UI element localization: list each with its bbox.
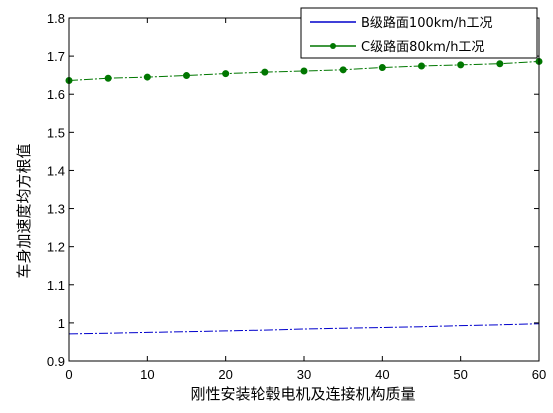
x-tick-label: 40 — [375, 367, 389, 382]
x-tick-label: 30 — [297, 367, 311, 382]
y-tick-label: 1.2 — [47, 240, 65, 255]
y-tick-label: 1.3 — [47, 202, 65, 217]
series-2-point — [496, 60, 504, 68]
series-2-point — [300, 67, 308, 75]
y-tick-label: 1.8 — [47, 11, 65, 26]
series-2-point — [261, 68, 269, 76]
series-2-point — [222, 70, 230, 78]
series-2-point — [104, 74, 112, 82]
series-2-point — [143, 73, 151, 81]
series-2-point — [378, 64, 386, 72]
y-tick-label: 1.5 — [47, 125, 65, 140]
x-axis-label: 刚性安装轮毂电机及连接机构质量 — [190, 385, 415, 403]
ticks: 0 10 20 30 40 50 60 0.9 1 1.1 1.2 1.3 1.4 1.5 1.6 1.7 1.… — [47, 11, 546, 382]
x-tick-label: 20 — [218, 367, 232, 382]
series-2-point — [418, 62, 425, 70]
y-tick-label: 1.7 — [47, 49, 65, 64]
series-2-point — [339, 66, 347, 74]
legend-box — [300, 7, 538, 59]
y-tick-label: 0.9 — [47, 354, 65, 369]
y-axis-label: 车身加速度均方根值 — [15, 143, 33, 278]
y-tick-label: 1 — [58, 316, 65, 331]
series-2-point — [183, 72, 190, 80]
legend-marker-2 — [330, 43, 336, 49]
y-tick-label: 1.6 — [47, 87, 65, 102]
series-2-point — [457, 61, 465, 69]
series-line-1 — [68, 323, 540, 335]
plot-lines — [65, 57, 543, 335]
y-tick-label: 1.4 — [47, 163, 65, 178]
x-tick-label: 10 — [140, 367, 154, 382]
x-tick-label: 50 — [453, 367, 467, 382]
legend-label-2: C级路面80km/h工况 — [361, 39, 484, 55]
x-tick-label: 0 — [65, 367, 72, 382]
legend: B级路面100km/h工况 C级路面80km/h工况 — [300, 7, 538, 59]
x-tick-label: 60 — [532, 367, 546, 382]
legend-label-1: B级路面100km/h工况 — [361, 15, 493, 31]
y-tick-label: 1.1 — [47, 278, 65, 293]
